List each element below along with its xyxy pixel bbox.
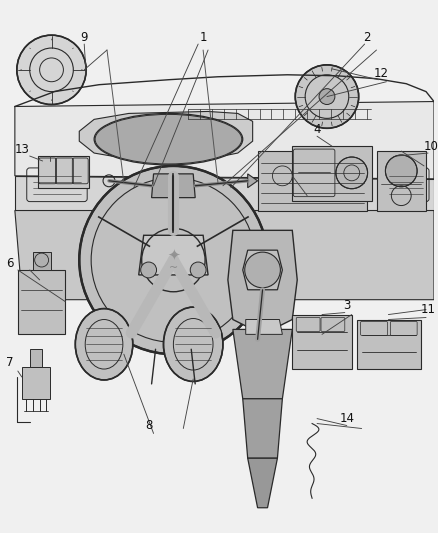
Polygon shape [152, 174, 195, 198]
Text: 6: 6 [6, 256, 14, 270]
Polygon shape [18, 270, 65, 334]
Circle shape [190, 262, 206, 278]
Text: 11: 11 [420, 303, 435, 316]
Polygon shape [248, 458, 277, 508]
Circle shape [385, 155, 417, 187]
Ellipse shape [75, 309, 133, 380]
Polygon shape [33, 252, 50, 270]
Polygon shape [139, 181, 208, 230]
Circle shape [295, 65, 359, 128]
Text: 7: 7 [6, 356, 14, 369]
Circle shape [79, 166, 268, 354]
Polygon shape [15, 176, 434, 211]
Text: ✦: ✦ [167, 248, 180, 263]
Polygon shape [243, 250, 283, 290]
Polygon shape [292, 314, 352, 369]
Circle shape [245, 252, 280, 288]
Polygon shape [246, 319, 283, 334]
Text: 4: 4 [313, 123, 321, 136]
Circle shape [141, 262, 156, 278]
Text: 13: 13 [14, 143, 29, 156]
Polygon shape [30, 349, 42, 367]
Polygon shape [139, 235, 208, 275]
Polygon shape [233, 329, 292, 399]
Polygon shape [248, 174, 258, 188]
Ellipse shape [94, 114, 243, 165]
Polygon shape [357, 319, 421, 369]
Text: 9: 9 [81, 30, 88, 44]
Circle shape [319, 88, 335, 104]
Polygon shape [292, 146, 371, 200]
Polygon shape [258, 151, 367, 211]
Circle shape [17, 35, 86, 104]
Polygon shape [79, 111, 253, 159]
Ellipse shape [95, 115, 242, 164]
Text: 10: 10 [424, 140, 438, 152]
Text: ~: ~ [169, 263, 178, 273]
Text: 1: 1 [199, 30, 207, 44]
Polygon shape [22, 367, 49, 399]
Polygon shape [15, 101, 434, 179]
Polygon shape [243, 399, 283, 458]
Text: 3: 3 [343, 299, 350, 312]
Polygon shape [228, 230, 297, 329]
Polygon shape [38, 156, 89, 188]
Text: 14: 14 [339, 412, 354, 425]
Ellipse shape [163, 307, 223, 382]
Polygon shape [15, 211, 434, 300]
Text: 2: 2 [363, 30, 371, 44]
Text: 8: 8 [145, 419, 152, 432]
Text: 12: 12 [374, 67, 389, 80]
Circle shape [336, 157, 367, 189]
Polygon shape [377, 151, 426, 211]
